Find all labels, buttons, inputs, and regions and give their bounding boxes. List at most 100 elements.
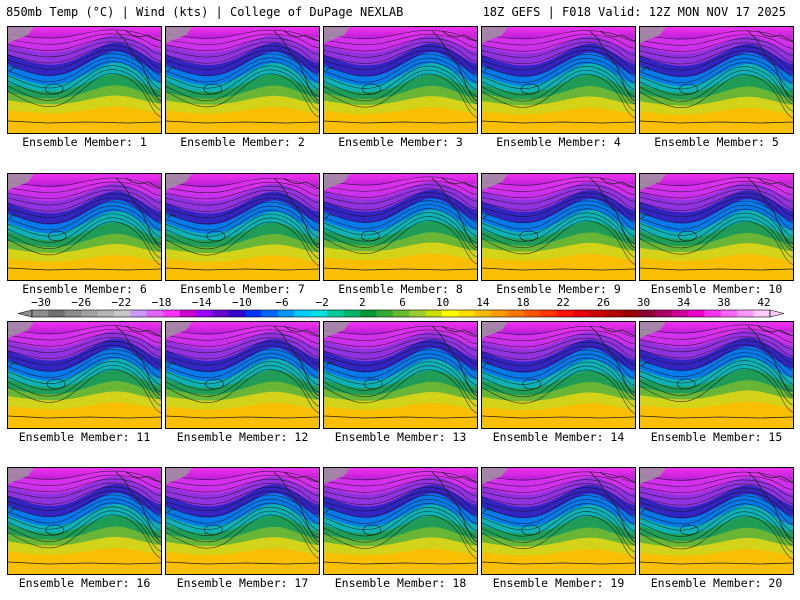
colorbar-swatch xyxy=(360,310,377,317)
ensemble-member-panel[interactable]: Ensemble Member: 5 xyxy=(639,26,794,149)
height-contour xyxy=(324,200,477,230)
height-contour xyxy=(324,345,477,372)
height-contour xyxy=(482,61,635,98)
ensemble-member-panel[interactable]: Ensemble Member: 18 xyxy=(323,467,478,590)
closed-contour xyxy=(679,83,698,95)
colorbar-swatch xyxy=(573,310,590,317)
polar-region xyxy=(166,322,192,338)
map-graphic xyxy=(640,322,793,428)
height-contour xyxy=(482,345,635,373)
ensemble-member-panel[interactable]: Ensemble Member: 2 xyxy=(165,26,320,149)
colorbar-tick-label: 22 xyxy=(557,296,570,309)
height-contour xyxy=(8,356,161,393)
temperature-band xyxy=(8,106,161,133)
height-contour xyxy=(324,29,477,42)
polar-region xyxy=(482,468,508,484)
ensemble-member-map xyxy=(323,26,478,134)
height-contour xyxy=(640,42,793,63)
ensemble-member-panel[interactable]: Ensemble Member: 17 xyxy=(165,467,320,590)
ensemble-member-panel[interactable]: Ensemble Member: 7 xyxy=(165,173,320,296)
temperature-band xyxy=(640,254,793,280)
ensemble-member-label: Ensemble Member: 7 xyxy=(180,282,305,296)
height-contour xyxy=(482,329,635,345)
map-graphic xyxy=(166,27,319,133)
ensemble-member-panel[interactable]: Ensemble Member: 10 xyxy=(639,173,794,296)
height-contour xyxy=(324,471,477,483)
height-contour xyxy=(324,495,477,525)
temperature-band xyxy=(166,548,319,574)
ensemble-member-panel[interactable]: Ensemble Member: 11 xyxy=(7,321,162,444)
ensemble-member-panel[interactable]: Ensemble Member: 15 xyxy=(639,321,794,444)
colorbar-tick-label: 6 xyxy=(399,296,406,309)
ensemble-member-map xyxy=(639,26,794,134)
height-contour xyxy=(482,349,635,380)
polar-region xyxy=(324,468,350,484)
ensemble-member-panel[interactable]: Ensemble Member: 20 xyxy=(639,467,794,590)
ensemble-member-panel[interactable]: Ensemble Member: 13 xyxy=(323,321,478,444)
height-contour xyxy=(324,73,477,118)
ensemble-member-map xyxy=(481,321,636,429)
colorbar-tick-label: 14 xyxy=(476,296,490,309)
height-contour xyxy=(324,192,477,216)
height-contour xyxy=(640,34,793,49)
map-graphic xyxy=(324,322,477,428)
height-contour xyxy=(8,490,161,518)
height-contour xyxy=(166,490,319,518)
ensemble-member-panel[interactable]: Ensemble Member: 6 xyxy=(7,173,162,296)
height-contour xyxy=(8,329,161,344)
coastline xyxy=(482,325,635,419)
colorbar-swatch xyxy=(392,310,410,317)
height-contour xyxy=(166,221,319,266)
height-contour xyxy=(166,514,319,559)
height-contour xyxy=(8,209,161,245)
height-contour xyxy=(482,220,635,265)
polar-region xyxy=(324,27,350,43)
ensemble-member-panel[interactable]: Ensemble Member: 3 xyxy=(323,26,478,149)
height-contour xyxy=(166,345,319,372)
coastline xyxy=(166,471,319,565)
ensemble-member-panel[interactable]: Ensemble Member: 16 xyxy=(7,467,162,590)
height-contour xyxy=(166,185,319,204)
map-graphic xyxy=(166,174,319,280)
ensemble-member-panel[interactable]: Ensemble Member: 14 xyxy=(481,321,636,444)
coastline xyxy=(324,177,477,271)
ensemble-member-panel[interactable]: Ensemble Member: 4 xyxy=(481,26,636,149)
height-contour xyxy=(640,70,793,112)
height-contour xyxy=(482,46,635,70)
colorbar-tick-label: 34 xyxy=(677,296,691,309)
colorbar-swatch xyxy=(327,310,344,317)
ensemble-member-label: Ensemble Member: 13 xyxy=(334,430,467,444)
height-contour xyxy=(324,53,477,84)
ensemble-member-panel[interactable]: Ensemble Member: 1 xyxy=(7,26,162,149)
height-contour xyxy=(166,177,319,190)
height-contour xyxy=(640,491,793,518)
ensemble-member-panel[interactable]: Ensemble Member: 19 xyxy=(481,467,636,590)
colorbar-swatch xyxy=(163,310,180,317)
ensemble-member-panel[interactable]: Ensemble Member: 12 xyxy=(165,321,320,444)
height-contour xyxy=(166,213,319,253)
height-contour xyxy=(166,494,319,525)
height-contour xyxy=(8,506,161,545)
ensemble-member-panel[interactable]: Ensemble Member: 8 xyxy=(323,173,478,296)
colorbar-tick-label: −18 xyxy=(152,296,172,309)
colorbar-tick-label: 18 xyxy=(516,296,529,309)
temperature-band xyxy=(482,403,635,428)
temperature-band xyxy=(640,549,793,574)
height-contour xyxy=(8,69,161,111)
temperature-band xyxy=(8,255,161,280)
coastline xyxy=(640,325,793,419)
height-contour xyxy=(8,189,161,211)
height-contour xyxy=(640,38,793,56)
colorbar-tick-label: −10 xyxy=(232,296,252,309)
ensemble-member-panel[interactable]: Ensemble Member: 9 xyxy=(481,173,636,296)
closed-contour xyxy=(676,378,696,390)
height-contour xyxy=(640,356,793,392)
height-contour xyxy=(166,474,319,490)
height-contour xyxy=(482,54,635,84)
colorbar-swatch xyxy=(228,310,246,317)
height-contour xyxy=(8,181,161,197)
height-contour xyxy=(8,37,161,55)
height-contour xyxy=(640,503,793,539)
height-contour xyxy=(8,349,161,379)
height-contour xyxy=(166,41,319,63)
